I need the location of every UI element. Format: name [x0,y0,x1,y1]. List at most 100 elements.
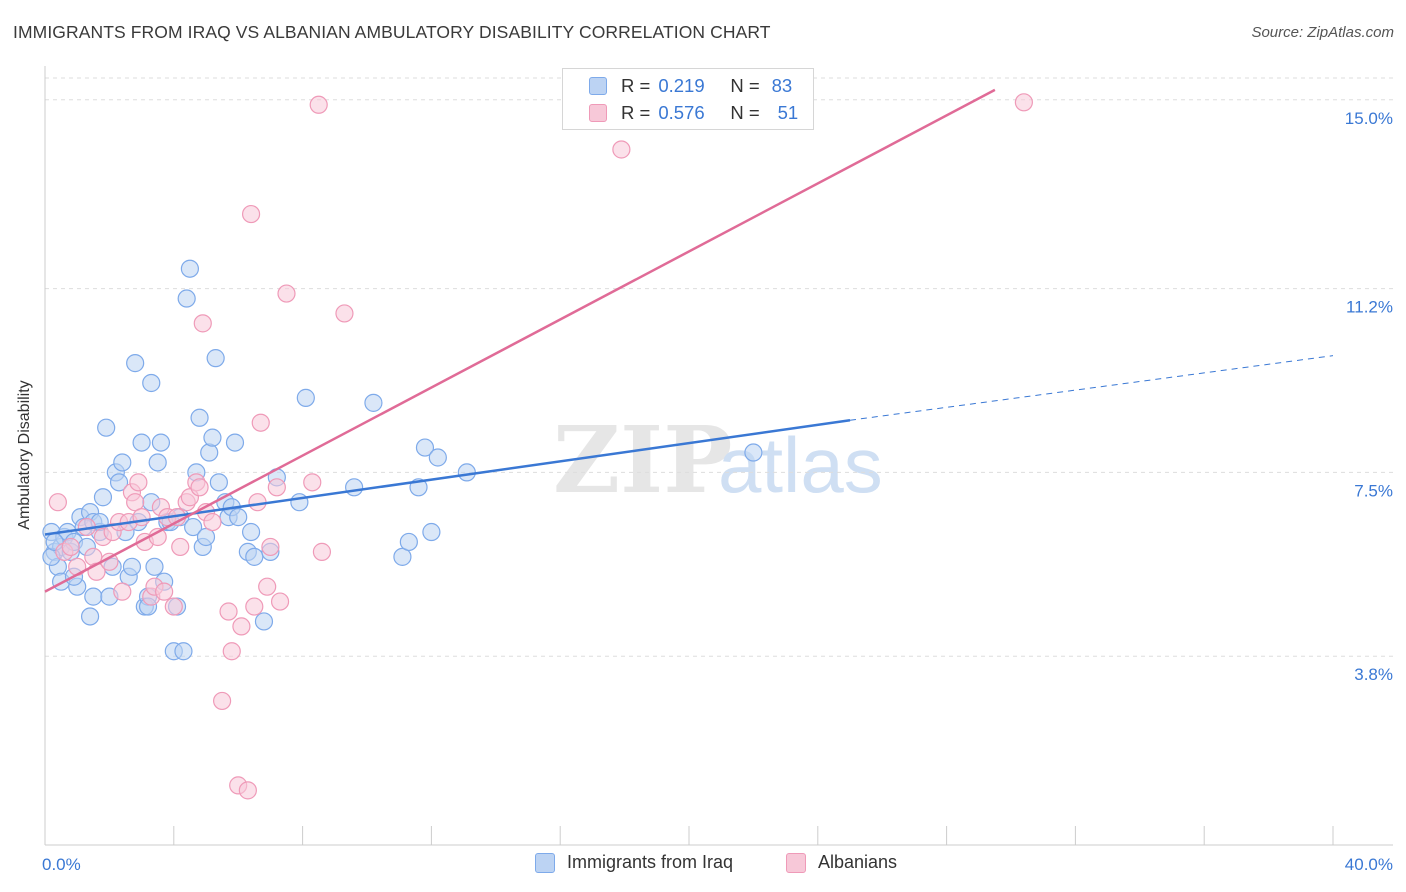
series-legend: Immigrants from Iraq Albanians [0,852,1406,878]
x-tick-label-max: 40.0% [1345,855,1393,874]
albanian-point [190,478,209,497]
albanian-point [164,597,183,616]
albanian-point [241,204,261,224]
albanian-point [193,314,212,333]
iraq-point [80,607,100,626]
iraq-point [174,642,193,661]
iraq-point [93,488,113,507]
n-value: 83 [771,75,793,96]
y-axis-label: Ambulatory Disability [16,380,33,530]
albanian-point [1014,93,1033,112]
albanian-point [238,781,257,800]
iraq-point [132,433,151,452]
albanian-point [171,537,190,557]
iraq-point [151,433,171,452]
legend-label-albanians: Albanians [818,852,898,872]
albanian-point [612,140,631,159]
iraq-trendline-extension [849,355,1334,421]
iraq-point [126,354,145,373]
albanian-point [245,597,264,616]
iraq-point [97,418,116,437]
iraq-point [200,443,219,462]
iraq-point [203,428,222,447]
albanian-point [232,617,251,636]
legend-item-iraq[interactable]: Immigrants from Iraq [535,852,733,873]
albanian-point [248,493,267,512]
iraq-point [245,547,264,566]
r-label: R = [621,102,651,123]
albanian-point [219,602,238,621]
iraq-point [296,388,315,407]
albanian-point [251,413,270,432]
iraq-legend-swatch [535,852,555,873]
n-label: N = [730,75,760,96]
albanian-point [113,582,132,601]
iraq-point [84,587,103,606]
albanian-point [129,473,148,492]
albanian-point [48,493,67,512]
stats-row-albanians: R = 0.576 N = 51 [589,101,798,125]
iraq-point [142,373,161,393]
r-value: 0.576 [658,102,705,123]
iraq-point [229,508,248,527]
albanian-point [213,691,232,711]
iraq-point [225,433,245,452]
iraq-point [145,557,164,576]
iraq-point [744,443,763,462]
iraq-point [290,493,309,512]
albanian-point [335,304,354,323]
iraq-point [180,259,199,278]
chart-title: IMMIGRANTS FROM IRAQ VS ALBANIAN AMBULAT… [13,22,771,42]
albanian-point [270,592,290,611]
iraq-point [122,557,142,576]
albanian-point [267,478,286,497]
iraq-trendline [44,419,851,536]
r-label: R = [621,75,651,96]
stats-legend: R = 0.219 N = 83 R = 0.576 N = 51 [562,68,814,130]
watermark-zip: ZIP [553,406,732,514]
iraq-point [422,522,441,542]
iraq-point [345,478,364,497]
albanian-trendline [44,88,996,593]
r-value: 0.219 [658,75,705,96]
y-tick-label: 3.8% [1354,665,1393,684]
iraq-point [364,393,383,412]
iraq-point [254,612,274,631]
albanian-point [261,537,280,557]
x-tick-label-min: 0.0% [42,855,81,874]
y-tick-label: 15.0% [1345,109,1393,128]
n-label: N = [730,102,760,123]
albanian-point [312,542,332,561]
iraq-point [457,463,476,482]
iraq-point [148,453,167,472]
legend-label-iraq: Immigrants from Iraq [567,852,734,872]
iraq-point [206,349,225,368]
iraq-point [177,289,196,308]
stats-row-iraq: R = 0.219 N = 83 [589,74,792,98]
iraq-point [241,522,261,542]
albanian-point [309,95,328,114]
legend-item-albanians[interactable]: Albanians [786,852,897,873]
iraq-point [428,448,447,467]
albanian-point [303,473,322,492]
iraq-point [184,517,203,537]
iraq-point [399,532,418,552]
iraq-point [113,453,132,472]
n-value: 51 [777,102,799,123]
albanians-legend-swatch [786,852,806,873]
iraq-point [109,473,129,492]
iraq-point [190,408,209,427]
iraq-point [209,473,228,492]
albanian-point [155,582,174,601]
y-tick-label: 7.5% [1354,481,1393,500]
iraq-point [415,438,435,457]
albanian-point [222,642,241,661]
iraq-swatch [589,77,607,95]
albanian-point [132,508,151,527]
albanian-point [258,577,277,596]
watermark-atlas: atlas [718,421,883,509]
source-label: Source: ZipAtlas.com [1251,24,1394,41]
albanians-swatch [589,104,607,122]
albanian-point [277,284,296,303]
